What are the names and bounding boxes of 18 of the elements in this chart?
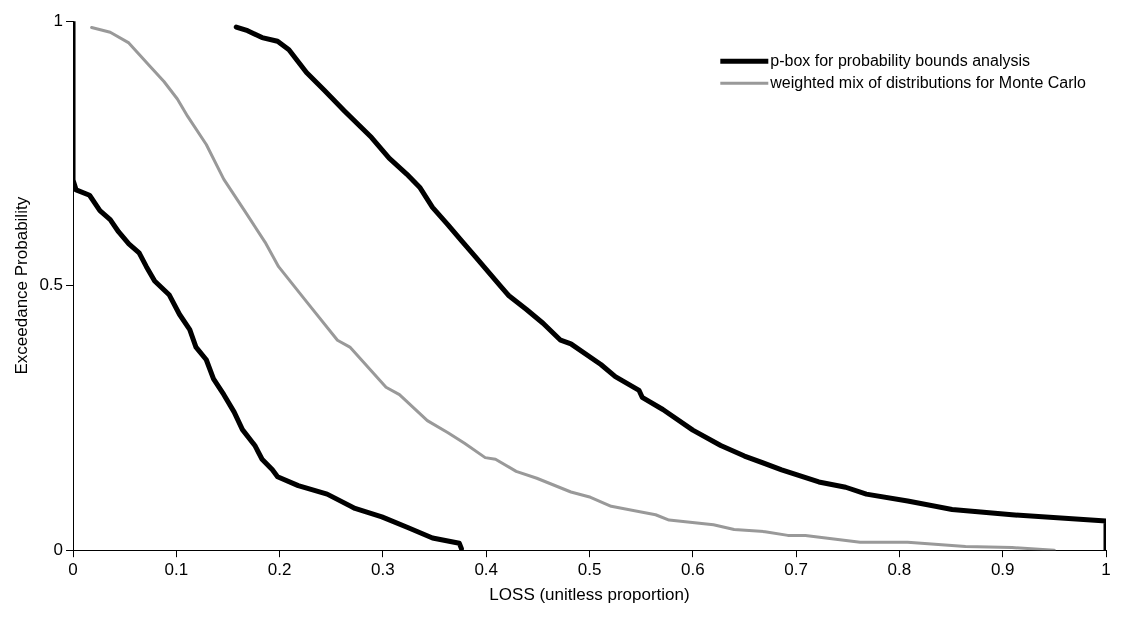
x-tick-label: 0.5 (577, 560, 602, 580)
x-tick-label: 0 (68, 560, 78, 580)
legend-label: weighted mix of distributions for Monte Carlo (769, 73, 1087, 91)
x-tick-label: 0.7 (784, 560, 808, 580)
x-tick-label: 1 (1101, 560, 1111, 580)
x-tick-label: 0.8 (887, 560, 912, 580)
x-tick-label: 0.4 (474, 560, 499, 580)
x-tick-label: 0.6 (680, 560, 705, 580)
legend-label: p-box for probability bounds analysis (770, 51, 1031, 69)
y-axis-title: Exceedance Probability (11, 196, 31, 375)
x-axis-title: LOSS (unitless proportion) (489, 585, 690, 605)
x-tick-label: 0.9 (990, 560, 1015, 580)
y-tick-label: 0 (53, 539, 64, 559)
x-tick-label: 0.1 (164, 560, 189, 580)
y-tick-label: 0.5 (39, 275, 64, 295)
x-tick-label: 0.2 (267, 560, 292, 580)
x-tick-label: 0.3 (371, 560, 395, 580)
y-tick-label: 1 (53, 10, 64, 30)
